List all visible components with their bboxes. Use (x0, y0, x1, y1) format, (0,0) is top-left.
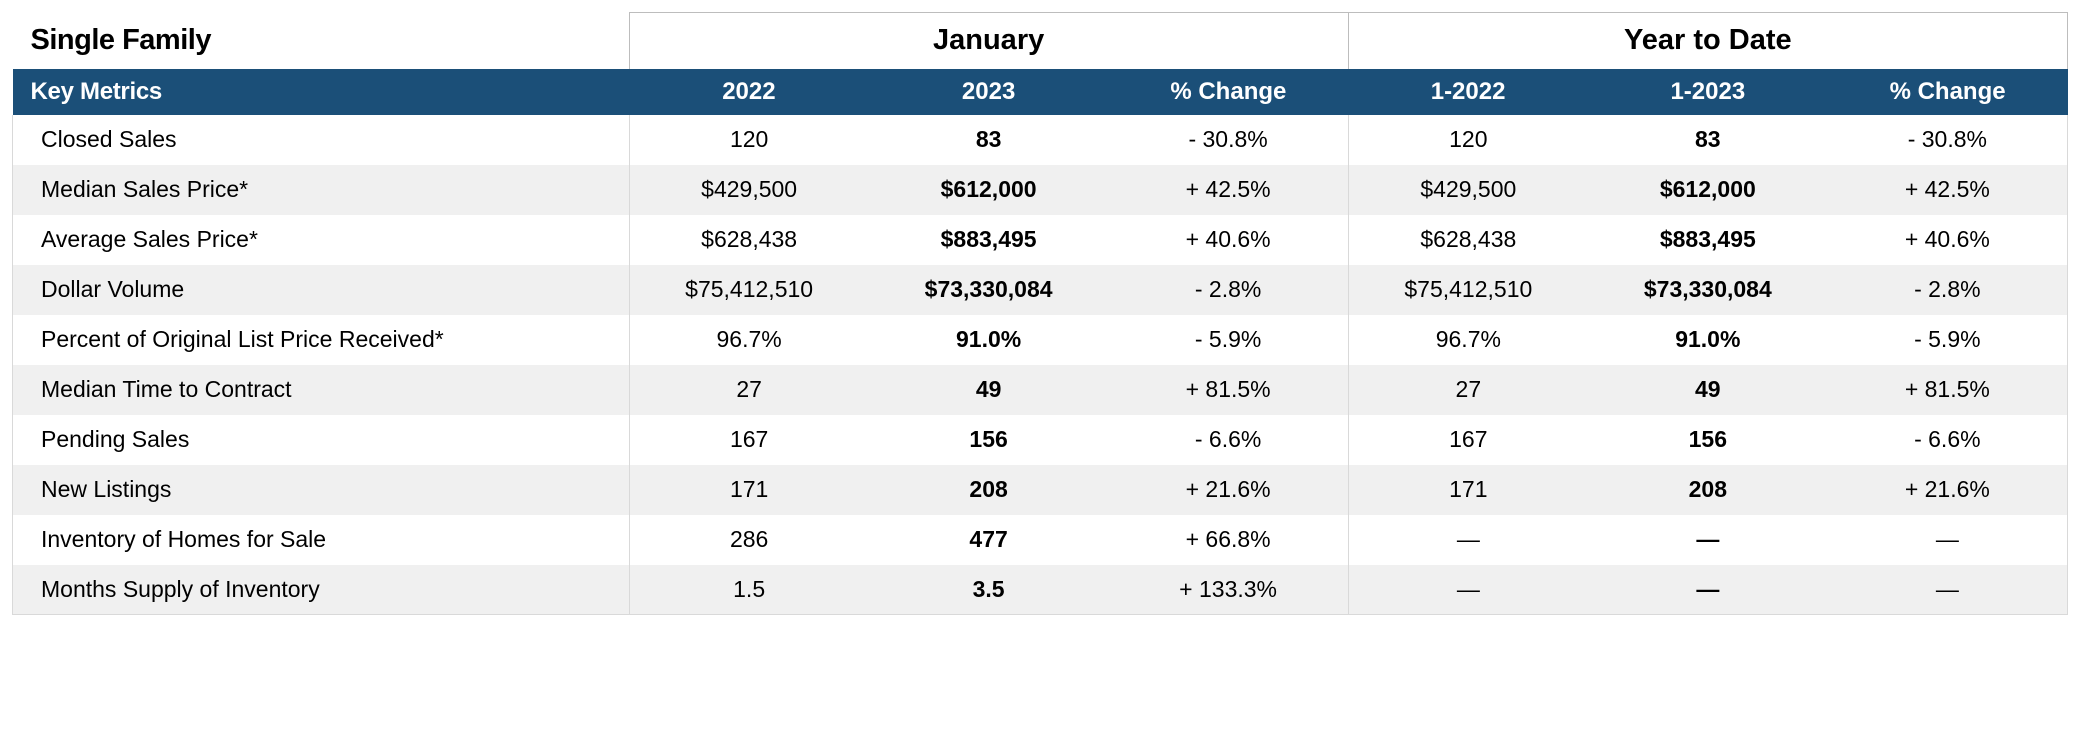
table-cell: + 133.3% (1108, 565, 1348, 615)
table-row: Average Sales Price*$628,438$883,495+ 40… (13, 215, 2068, 265)
table-cell: $73,330,084 (1588, 265, 1828, 315)
table-cell: 120 (629, 115, 869, 165)
table-cell: + 42.5% (1108, 165, 1348, 215)
table-cell: + 21.6% (1108, 465, 1348, 515)
table-cell: 286 (629, 515, 869, 565)
table-cell: $612,000 (1588, 165, 1828, 215)
table-cell: - 6.6% (1108, 415, 1348, 465)
table-cell: 49 (869, 365, 1109, 415)
metric-label: Pending Sales (13, 415, 630, 465)
table-row: Median Sales Price*$429,500$612,000+ 42.… (13, 165, 2068, 215)
table-cell: 156 (869, 415, 1109, 465)
table-row: Median Time to Contract2749+ 81.5%2749+ … (13, 365, 2068, 415)
metric-label: Closed Sales (13, 115, 630, 165)
table-top-header-row: Single Family January Year to Date (13, 13, 2068, 69)
metric-label: Median Time to Contract (13, 365, 630, 415)
table-cell: - 30.8% (1828, 115, 2068, 165)
table-cell: 208 (869, 465, 1109, 515)
table-cell: 171 (1348, 465, 1588, 515)
metric-label: Percent of Original List Price Received* (13, 315, 630, 365)
table-cell: 91.0% (1588, 315, 1828, 365)
table-cell: $75,412,510 (629, 265, 869, 315)
table-title: Single Family (13, 13, 630, 69)
table-cell: $73,330,084 (869, 265, 1109, 315)
col-header: 1-2022 (1348, 69, 1588, 115)
table-row: Closed Sales12083- 30.8%12083- 30.8% (13, 115, 2068, 165)
metric-label: Average Sales Price* (13, 215, 630, 265)
table-sub-header-row: Key Metrics 2022 2023 % Change 1-2022 1-… (13, 69, 2068, 115)
key-metrics-header: Key Metrics (13, 69, 630, 115)
table-cell: + 40.6% (1108, 215, 1348, 265)
table-row: Inventory of Homes for Sale286477+ 66.8%… (13, 515, 2068, 565)
table-cell: 96.7% (629, 315, 869, 365)
metric-label: Median Sales Price* (13, 165, 630, 215)
table-cell: + 40.6% (1828, 215, 2068, 265)
table-cell: $429,500 (629, 165, 869, 215)
table-cell: - 5.9% (1828, 315, 2068, 365)
metric-label: Inventory of Homes for Sale (13, 515, 630, 565)
col-header: 1-2023 (1588, 69, 1828, 115)
table-row: Months Supply of Inventory1.53.5+ 133.3%… (13, 565, 2068, 615)
table-cell: 96.7% (1348, 315, 1588, 365)
table-cell: - 30.8% (1108, 115, 1348, 165)
table-cell: - 5.9% (1108, 315, 1348, 365)
table-cell: 120 (1348, 115, 1588, 165)
table-cell: 171 (629, 465, 869, 515)
table-cell: 3.5 (869, 565, 1109, 615)
table-cell: — (1588, 515, 1828, 565)
col-header: % Change (1828, 69, 2068, 115)
table-cell: — (1828, 565, 2068, 615)
table-cell: 49 (1588, 365, 1828, 415)
table-cell: 208 (1588, 465, 1828, 515)
metric-label: Dollar Volume (13, 265, 630, 315)
table-cell: 83 (869, 115, 1109, 165)
table-cell: + 66.8% (1108, 515, 1348, 565)
table-cell: — (1348, 515, 1588, 565)
table-cell: 477 (869, 515, 1109, 565)
table-cell: + 81.5% (1828, 365, 2068, 415)
table-cell: 83 (1588, 115, 1828, 165)
table-cell: — (1828, 515, 2068, 565)
table-cell: 167 (1348, 415, 1588, 465)
metric-label: Months Supply of Inventory (13, 565, 630, 615)
table-cell: 167 (629, 415, 869, 465)
table-cell: - 6.6% (1828, 415, 2068, 465)
table-cell: $883,495 (869, 215, 1109, 265)
column-group-ytd: Year to Date (1348, 13, 2067, 69)
table-cell: 91.0% (869, 315, 1109, 365)
table-cell: $883,495 (1588, 215, 1828, 265)
table-row: New Listings171208+ 21.6%171208+ 21.6% (13, 465, 2068, 515)
table-cell: — (1588, 565, 1828, 615)
table-row: Percent of Original List Price Received*… (13, 315, 2068, 365)
column-group-january: January (629, 13, 1348, 69)
table-cell: + 21.6% (1828, 465, 2068, 515)
table-cell: $628,438 (1348, 215, 1588, 265)
table-cell: - 2.8% (1828, 265, 2068, 315)
table-cell: $75,412,510 (1348, 265, 1588, 315)
table-cell: $429,500 (1348, 165, 1588, 215)
table-cell: — (1348, 565, 1588, 615)
table-row: Dollar Volume$75,412,510$73,330,084- 2.8… (13, 265, 2068, 315)
table-cell: 1.5 (629, 565, 869, 615)
table-cell: $628,438 (629, 215, 869, 265)
table-cell: $612,000 (869, 165, 1109, 215)
col-header: % Change (1108, 69, 1348, 115)
table-body: Closed Sales12083- 30.8%12083- 30.8%Medi… (13, 115, 2068, 615)
table-cell: 27 (1348, 365, 1588, 415)
col-header: 2023 (869, 69, 1109, 115)
metrics-table: Single Family January Year to Date Key M… (12, 12, 2068, 615)
table-cell: - 2.8% (1108, 265, 1348, 315)
metric-label: New Listings (13, 465, 630, 515)
table-cell: + 42.5% (1828, 165, 2068, 215)
table-cell: 27 (629, 365, 869, 415)
col-header: 2022 (629, 69, 869, 115)
table-row: Pending Sales167156- 6.6%167156- 6.6% (13, 415, 2068, 465)
table-cell: 156 (1588, 415, 1828, 465)
table-cell: + 81.5% (1108, 365, 1348, 415)
